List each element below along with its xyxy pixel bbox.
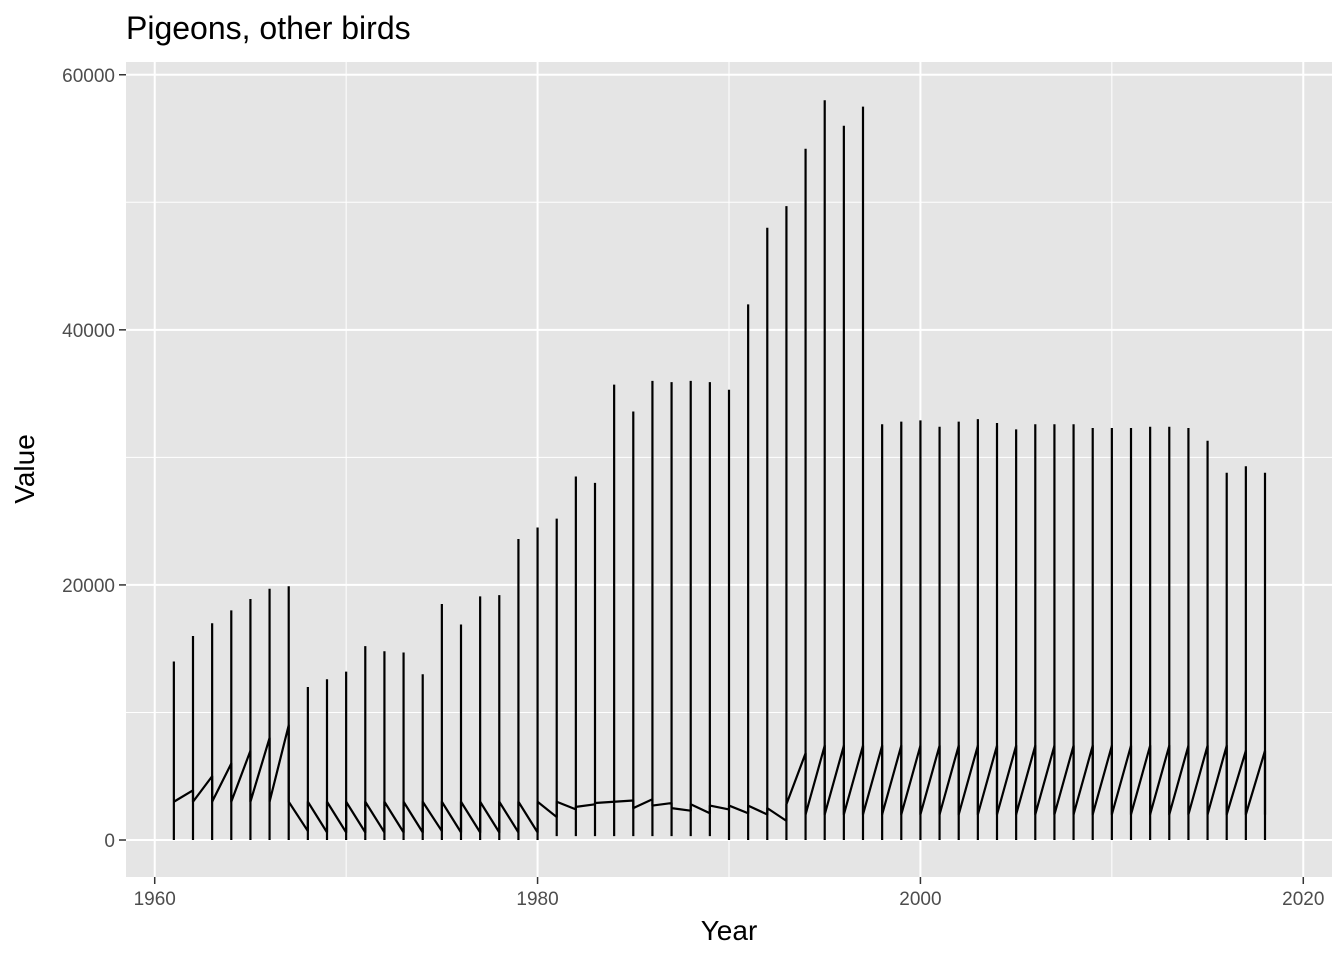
chart-title: Pigeons, other birds <box>126 10 411 46</box>
x-axis-title: Year <box>701 915 758 946</box>
y-tick-label: 20000 <box>62 576 115 597</box>
y-tick-label: 60000 <box>62 66 115 87</box>
x-tick-label: 1960 <box>134 889 176 910</box>
series-line <box>173 724 1267 834</box>
x-tick-label: 1980 <box>516 889 558 910</box>
x-axis: 1960 1980 2000 2020 <box>134 877 1324 910</box>
y-tick-label: 0 <box>104 831 115 852</box>
y-tick-label: 40000 <box>62 321 115 342</box>
x-tick-label: 2020 <box>1282 889 1324 910</box>
series-layer <box>172 100 1267 841</box>
y-axis-title: Value <box>9 434 40 504</box>
x-tick-label: 2000 <box>899 889 941 910</box>
y-axis: 0 20000 40000 60000 <box>62 66 126 852</box>
